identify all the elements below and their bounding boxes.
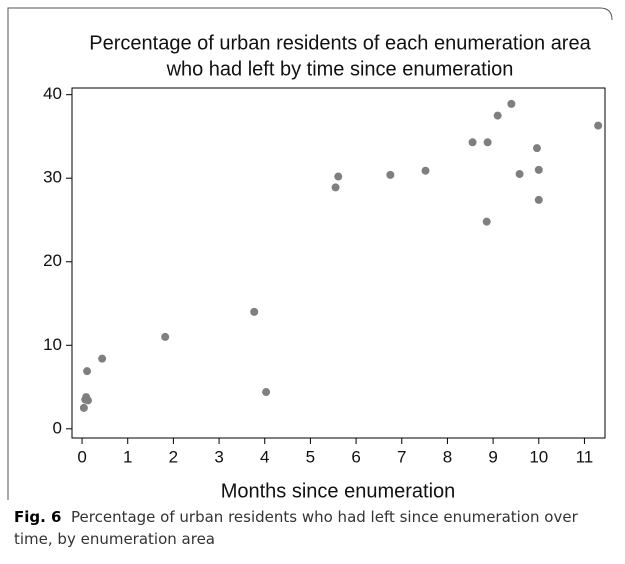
x-tick-label: 4 <box>260 447 269 466</box>
point <box>507 99 516 108</box>
point <box>468 138 477 147</box>
y-tick-label: 40 <box>43 84 62 103</box>
x-tick-label: 7 <box>397 447 406 466</box>
caption-text: Percentage of urban residents who had le… <box>14 508 578 548</box>
point <box>534 195 543 204</box>
x-tick-label: 2 <box>169 447 178 466</box>
point <box>262 388 271 397</box>
chart-title: Percentage of urban residents of each en… <box>89 32 591 54</box>
x-tick-label: 6 <box>351 447 360 466</box>
x-tick-label: 0 <box>77 447 86 466</box>
point <box>161 332 170 341</box>
point <box>515 170 524 179</box>
x-tick-label: 10 <box>529 447 548 466</box>
y-tick-label: 30 <box>43 168 62 187</box>
point <box>493 111 502 120</box>
caption: Fig. 6 Percentage of urban residents who… <box>14 506 614 550</box>
x-tick-label: 8 <box>443 447 452 466</box>
point <box>250 307 259 316</box>
point <box>594 121 603 130</box>
x-tick-label: 5 <box>306 447 315 466</box>
point <box>334 172 343 181</box>
point <box>79 403 88 412</box>
x-tick-label: 9 <box>488 447 497 466</box>
point <box>483 138 492 147</box>
point <box>386 170 395 179</box>
x-axis-label: Months since enumeration <box>221 480 456 500</box>
point <box>482 217 491 226</box>
point <box>331 183 340 192</box>
chart-title: who had left by time since enumeration <box>166 58 514 80</box>
point <box>532 144 541 153</box>
caption-label: Fig. 6 <box>14 508 62 526</box>
point <box>534 165 543 174</box>
point <box>98 354 107 363</box>
plot-frame <box>71 87 606 439</box>
x-tick-label: 1 <box>123 447 132 466</box>
y-tick-label: 0 <box>53 418 62 437</box>
x-tick-label: 11 <box>576 447 594 466</box>
point <box>83 367 92 376</box>
y-tick-label: 10 <box>43 335 62 354</box>
figure-frame <box>7 7 613 500</box>
point <box>83 396 92 405</box>
y-tick-label: 20 <box>43 251 62 270</box>
point <box>421 166 430 175</box>
x-tick-label: 3 <box>214 447 223 466</box>
chart: Percentage of urban residents of each en… <box>7 7 613 500</box>
